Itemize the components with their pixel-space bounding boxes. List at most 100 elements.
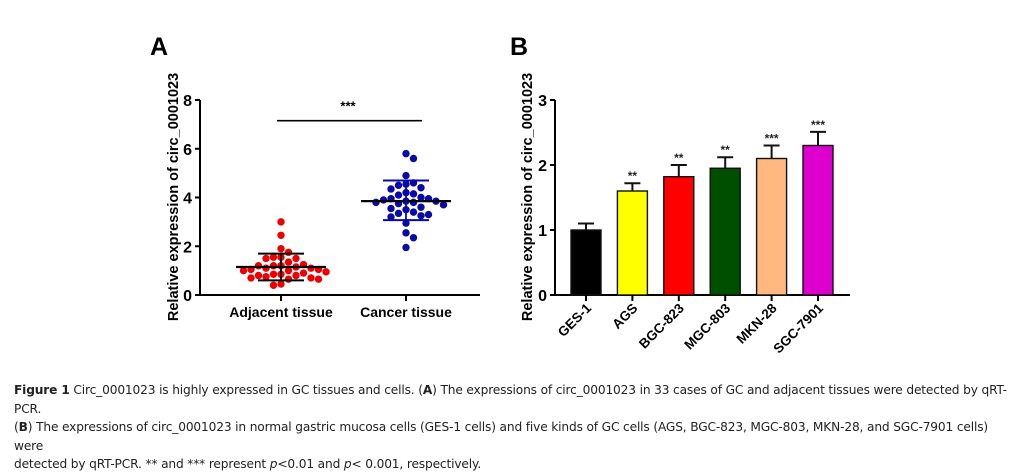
data-point <box>262 264 270 272</box>
data-point <box>409 198 418 207</box>
significance-label: ** <box>628 169 638 183</box>
bar <box>709 167 741 296</box>
figure: A Relative expression of circ_0001023 0 2… <box>150 33 850 356</box>
caption-text: ( <box>14 420 19 434</box>
data-point <box>307 264 315 272</box>
panel-a: A Relative expression of circ_0001023 0 2… <box>150 33 480 321</box>
data-point <box>394 209 403 218</box>
x-tick-label: GES-1 <box>555 300 595 340</box>
caption-text: < 0.001, respectively. <box>351 457 482 471</box>
caption-text: <0.01 and <box>277 457 344 471</box>
data-point <box>307 274 315 282</box>
panel-a-mean-sd <box>236 179 451 282</box>
caption-line-1: Figure 1 Circ_0001023 is highly expresse… <box>14 381 1014 418</box>
significance-label: ** <box>674 151 684 165</box>
bar <box>802 144 834 296</box>
significance-label: *** <box>340 99 356 114</box>
data-point <box>239 266 248 275</box>
y-tick-label: 0 <box>183 288 192 305</box>
data-point <box>322 268 330 276</box>
data-point <box>269 262 278 270</box>
significance-label: *** <box>811 118 825 132</box>
panel-b-y-axis-label: Relative expression of circ_0001023 <box>520 73 536 321</box>
data-point <box>292 271 300 280</box>
data-point <box>409 190 418 198</box>
bar <box>616 190 649 296</box>
y-tick-label: 2 <box>538 158 547 175</box>
caption-text: detected by qRT-PCR. ** and *** represen… <box>14 457 270 471</box>
caption-line-2: (B) The expressions of circ_0001023 in n… <box>14 418 1014 455</box>
data-point <box>409 154 418 163</box>
data-point <box>372 198 380 207</box>
data-point <box>424 210 433 219</box>
bar <box>755 157 788 296</box>
data-point <box>409 208 418 216</box>
y-tick-label: 6 <box>183 142 192 159</box>
y-tick-label: 1 <box>538 223 547 240</box>
data-point <box>269 253 278 261</box>
data-point <box>314 275 323 283</box>
y-tick-label: 3 <box>538 93 547 110</box>
caption-text: ) The expressions of circ_0001023 in nor… <box>14 420 989 453</box>
panel-a-axes <box>199 100 480 296</box>
x-tick-label: MGC-803 <box>681 300 733 352</box>
data-point <box>417 193 425 202</box>
x-tick-label: SGC-7901 <box>770 300 826 356</box>
data-point <box>379 196 388 204</box>
y-tick-label: 8 <box>183 93 192 110</box>
data-point <box>417 212 425 220</box>
y-tick-label: 2 <box>183 239 192 256</box>
caption-italic-p: p <box>343 457 352 471</box>
caption-panel-ref-b: B <box>18 420 28 434</box>
data-point <box>387 204 395 213</box>
data-point <box>254 271 263 280</box>
data-point <box>277 218 285 226</box>
data-point <box>277 231 285 239</box>
data-point <box>394 181 403 190</box>
data-point <box>394 191 403 199</box>
significance-label: ** <box>721 143 731 157</box>
x-tick-label: Cancer tissue <box>360 304 452 320</box>
data-point <box>292 254 300 263</box>
caption-panel-ref-a: A <box>422 383 433 397</box>
caption-text: Circ_0001023 is highly expressed in GC t… <box>69 383 423 397</box>
x-tick-label: MKN-28 <box>734 300 780 346</box>
data-point <box>417 203 425 211</box>
data-point <box>269 281 278 289</box>
data-point <box>247 274 255 282</box>
panel-a-x-ticks: Adjacent tissue Cancer tissue <box>229 295 452 320</box>
y-tick-label: 0 <box>538 288 547 305</box>
data-point <box>439 201 448 209</box>
data-point <box>262 273 270 281</box>
data-point <box>387 213 395 221</box>
data-point <box>387 185 395 193</box>
x-tick-label: BGC-823 <box>636 300 687 351</box>
caption-line-3: detected by qRT-PCR. ** and *** represen… <box>14 455 1014 474</box>
caption-italic-p: p <box>269 457 278 471</box>
panel-a-y-ticks: 0 2 4 6 8 <box>183 93 200 305</box>
y-tick-label: 4 <box>183 191 192 208</box>
data-point <box>277 280 285 288</box>
panel-b-y-ticks: 0 1 2 3 <box>538 93 555 305</box>
panel-b-axes <box>554 100 850 296</box>
x-tick-label: Adjacent tissue <box>229 304 333 320</box>
data-point <box>409 234 418 242</box>
x-tick-label: AGS <box>609 301 640 332</box>
panel-b-bars: ************ <box>570 118 834 296</box>
data-point <box>402 171 410 180</box>
data-point <box>284 266 293 275</box>
data-point <box>402 229 410 237</box>
data-point <box>299 269 308 277</box>
data-point <box>402 149 410 158</box>
data-point <box>417 184 425 192</box>
significance-label: *** <box>765 132 779 146</box>
panel-a-significance: *** <box>277 99 422 122</box>
data-point <box>284 248 293 257</box>
data-point <box>254 262 263 270</box>
panel-b: B Relative expression of circ_0001023 0 1… <box>510 33 850 356</box>
panel-a-label: A <box>150 33 168 61</box>
data-point <box>284 258 293 266</box>
bar <box>570 229 602 296</box>
data-point <box>284 275 293 283</box>
